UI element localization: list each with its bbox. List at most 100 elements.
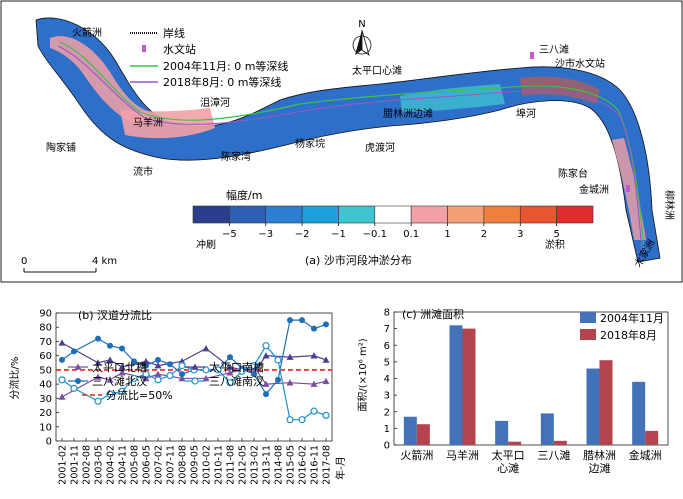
data-point <box>274 356 282 364</box>
place-jujianghe: 沮漳河 <box>200 96 230 109</box>
colorbar-cell <box>447 205 485 224</box>
legend-label: 分流比=50% <box>106 388 173 402</box>
y-tick-label: 8 <box>384 308 390 319</box>
colorbar-tick-label: −3 <box>258 229 273 240</box>
map-panel: 岸线 水文站 2004年11月: 0 m等深线 2018年8月: 0 m等深线 … <box>0 0 683 283</box>
x-tick-label: 2012-05 <box>238 445 249 485</box>
category-label: 金城洲 <box>629 448 662 462</box>
bar-2018年8月 <box>416 424 430 445</box>
data-point <box>226 363 234 370</box>
contour-2018 <box>57 45 643 253</box>
y-tick-label: 20 <box>39 408 52 419</box>
place-huojianzhou: 火箭洲 <box>72 26 102 39</box>
data-point <box>286 379 294 386</box>
place-taojiapu: 陶家铺 <box>46 141 76 154</box>
place-majiazhou: 马羊洲 <box>133 116 163 129</box>
legend-marker <box>191 363 199 370</box>
x-tick-label: 2016-02 <box>298 445 309 485</box>
data-point <box>58 393 66 400</box>
y-tick-label: 30 <box>39 394 52 405</box>
colorbar-cell <box>192 205 230 224</box>
legend-station-label: 水文站 <box>163 42 196 56</box>
x-tick-label: 2001-02 <box>58 445 69 485</box>
data-point <box>287 317 293 324</box>
data-point <box>94 397 102 405</box>
data-point <box>58 376 66 384</box>
data-point <box>322 377 330 385</box>
data-point <box>95 335 101 342</box>
place-chenjiawan: 陈家湾 <box>221 150 251 163</box>
data-point <box>179 371 185 378</box>
colorbar-cell <box>483 205 521 224</box>
place-liulinzhou: 柳林洲 <box>663 190 676 220</box>
data-point <box>202 345 210 352</box>
map-frame <box>0 0 683 283</box>
erosion-zone <box>400 84 505 112</box>
colorbar-tick-label: −5 <box>222 229 237 240</box>
legend-marker <box>191 377 199 385</box>
colorbar-cell <box>301 205 339 224</box>
y-tick-label: 2 <box>384 407 390 418</box>
y-tick-label: 5 <box>384 357 390 368</box>
x-tick-label: 2007-02 <box>154 445 165 485</box>
data-point <box>251 371 257 378</box>
data-point <box>166 371 174 380</box>
place-chenjiatai: 陈家台 <box>558 167 588 180</box>
colorbar-cell <box>374 205 412 224</box>
bar-2004年11月 <box>449 325 463 445</box>
colorbar-tick-label: 0.1 <box>403 229 419 240</box>
station-legend-marker <box>142 45 146 52</box>
x-tick-label: 2011-08 <box>226 445 237 485</box>
legend-shoreline-label: 岸线 <box>163 26 185 40</box>
data-point <box>130 374 138 383</box>
line-chart-x-axis-label: 年-月 <box>334 456 347 480</box>
bar-2018年8月 <box>599 360 613 445</box>
legend-swatch <box>580 329 596 340</box>
colorbar-title: 幅度/m <box>226 188 262 202</box>
map-legend: 岸线 水文站 2004年11月: 0 m等深线 2018年8月: 0 m等深线 <box>130 26 288 89</box>
data-point <box>202 374 210 382</box>
place-sanbatan: 三八滩 <box>539 43 569 56</box>
legend-2004-label: 2004年11月: 0 m等深线 <box>163 59 288 73</box>
data-point <box>310 407 318 415</box>
data-point <box>154 362 162 369</box>
data-point <box>118 363 126 370</box>
series-三八滩南汊 <box>58 342 330 424</box>
data-point <box>250 362 258 370</box>
x-tick-label: 2005-08 <box>130 445 141 485</box>
data-point <box>226 369 234 376</box>
colorbar-cell <box>556 205 594 224</box>
colorbar-cell <box>410 205 448 224</box>
legend-swatch <box>580 312 596 323</box>
legend-label: 太平口北槽 <box>92 361 147 374</box>
place-names: 火箭洲 三八滩 沙市水文站 太平口心滩 沮漳河 马羊洲 腊林洲边滩 埠河 陶家铺… <box>46 26 676 270</box>
data-point <box>70 384 78 392</box>
data-point <box>154 376 162 384</box>
data-point <box>143 362 149 369</box>
x-tick-label: 2015-05 <box>286 445 297 485</box>
y-tick-label: 50 <box>39 365 52 376</box>
colorbar-tick-label: 5 <box>553 229 559 240</box>
y-tick-label: 6 <box>384 341 390 352</box>
x-tick-label: 2004-02 <box>106 445 117 485</box>
x-tick-label: 2010-02 <box>202 445 213 485</box>
place-hudu: 虎渡河 <box>365 141 395 154</box>
legend-label: 2004年11月 <box>600 311 664 325</box>
x-tick-label: 2014-08 <box>274 445 285 485</box>
colorbar-tick-label: −2 <box>295 229 310 240</box>
legend-label: 太平口南槽 <box>209 361 264 374</box>
data-point <box>227 354 233 361</box>
x-tick-label: 2017-08 <box>322 445 333 485</box>
y-tick-label: 0 <box>46 437 52 448</box>
line-chart-panel: (b) 汊道分流比 分流比/% 年-月 0 10 20 30 40 50 60 70 80 90 2… <box>8 308 347 485</box>
data-point <box>154 370 162 377</box>
bar-2018年8月 <box>645 430 659 445</box>
station-marker <box>530 52 534 59</box>
data-point <box>71 348 77 355</box>
category-label: 心滩 <box>497 461 519 475</box>
place-anhe: 埠河 <box>516 107 536 120</box>
legend-label: 三八滩南汊 <box>209 374 264 388</box>
category-label: 边滩 <box>589 461 611 475</box>
data-point <box>323 321 329 328</box>
